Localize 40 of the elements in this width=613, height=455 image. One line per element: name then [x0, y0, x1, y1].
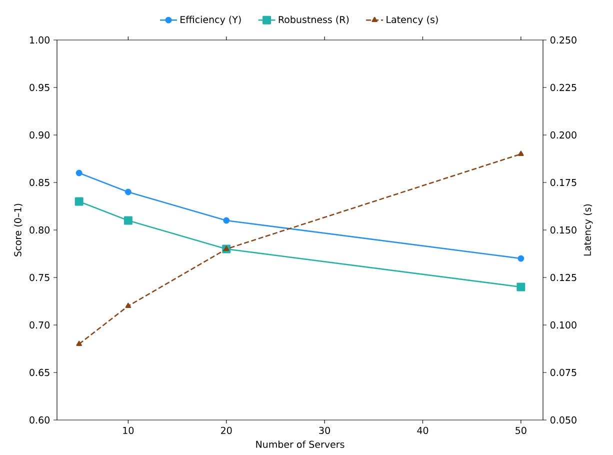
x-tick-label: 30	[319, 426, 330, 434]
y-tick-label: 0.95	[30, 84, 50, 92]
point	[518, 150, 524, 156]
x-tick-label: 20	[221, 426, 232, 434]
y-axis-title: Score (0–1)	[14, 204, 22, 256]
point	[76, 170, 82, 176]
x-axis-title: Number of Servers	[256, 440, 344, 448]
point	[124, 216, 132, 225]
point	[223, 246, 230, 251]
point	[518, 255, 524, 262]
y-tick-label: 0.85	[30, 178, 50, 186]
point	[74, 197, 84, 206]
y2-tick-label: 0.200	[550, 131, 576, 139]
y-tick-label: 1.00	[30, 36, 50, 44]
point	[124, 188, 132, 196]
y2-tick-label: 0.125	[550, 274, 576, 282]
x-tick-label: 40	[417, 426, 428, 434]
legend-label: Efficiency (Y)	[180, 16, 241, 25]
legend-label: Latency (s)	[386, 16, 438, 25]
y-tick-label: 0.75	[30, 274, 50, 282]
y2-axis-title: Latency (s)	[584, 204, 593, 256]
y2-tick-label: 0.150	[550, 226, 576, 234]
y-tick-label: 0.60	[30, 416, 50, 424]
y2-tick-label: 0.075	[550, 368, 576, 376]
y2-tick-label: 0.250	[550, 36, 576, 44]
x-tick-label: 10	[123, 426, 134, 434]
point	[223, 217, 230, 224]
point	[516, 282, 526, 292]
y2-tick-label: 0.050	[550, 416, 576, 424]
legend-label: Robustness (R)	[278, 16, 349, 24]
y2-tick-label: 0.100	[550, 321, 576, 329]
y-tick-label: 0.65	[30, 368, 50, 376]
point	[125, 302, 132, 308]
x-tick-label: 50	[516, 426, 526, 434]
y2-tick-label: 0.225	[550, 84, 576, 92]
y-tick-label: 0.80	[30, 226, 50, 234]
point	[76, 340, 82, 346]
y-tick-label: 0.90	[30, 131, 50, 139]
y2-tick-label: 0.175	[550, 178, 576, 186]
y-tick-label: 0.70	[30, 321, 50, 329]
